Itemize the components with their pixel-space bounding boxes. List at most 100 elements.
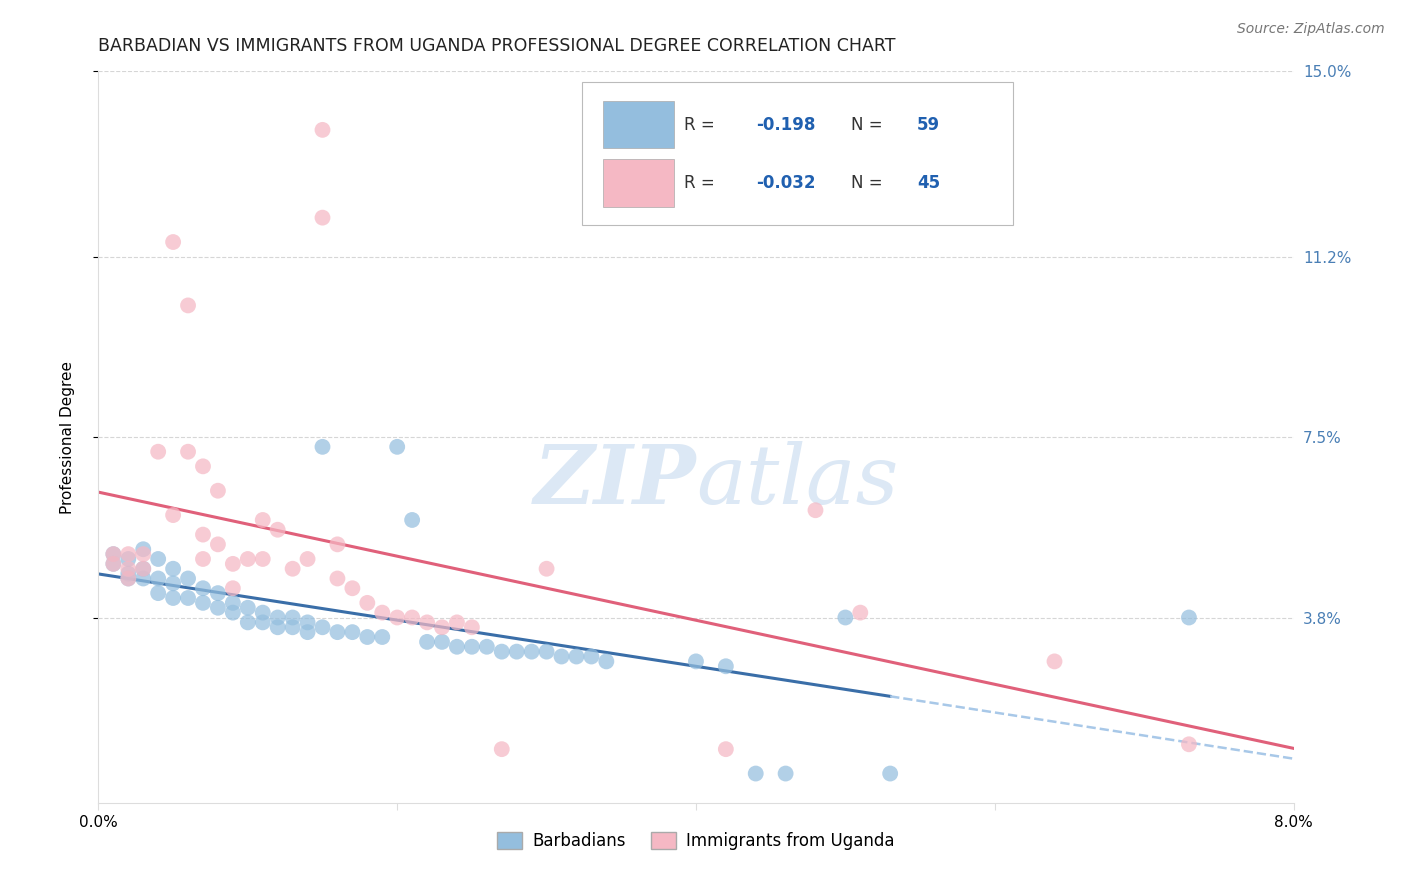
Point (371, 630, 394, 644)
Point (1178, 610, 1201, 624)
Point (148, 572, 170, 586)
Point (416, 615, 439, 630)
Point (401, 610, 423, 624)
Point (222, 557, 245, 571)
Point (191, 552, 214, 566)
Point (326, 625, 349, 640)
Text: R =: R = (685, 174, 720, 193)
Point (252, 615, 274, 630)
Point (385, 440, 409, 454)
Text: R =: R = (685, 116, 720, 134)
Point (117, 566, 139, 581)
Point (148, 552, 170, 566)
Text: ZIP: ZIP (533, 441, 696, 521)
Legend: Barbadians, Immigrants from Uganda: Barbadians, Immigrants from Uganda (491, 825, 901, 856)
Text: N =: N = (852, 174, 889, 193)
Point (491, 742, 513, 756)
Point (103, 547, 125, 561)
Point (311, 211, 333, 225)
Point (103, 557, 125, 571)
Point (177, 572, 200, 586)
Point (222, 581, 245, 595)
Y-axis label: Professional Degree: Professional Degree (60, 360, 75, 514)
Text: -0.032: -0.032 (756, 174, 815, 193)
Point (385, 610, 409, 624)
Point (132, 542, 155, 557)
Point (162, 508, 184, 522)
Point (207, 537, 229, 551)
Point (191, 459, 214, 474)
Point (565, 649, 588, 664)
Point (342, 625, 364, 640)
Point (297, 552, 319, 566)
Point (461, 620, 484, 634)
Text: Source: ZipAtlas.com: Source: ZipAtlas.com (1237, 22, 1385, 37)
Point (356, 596, 378, 610)
Point (222, 606, 245, 620)
Point (461, 640, 484, 654)
Point (162, 562, 184, 576)
Point (191, 596, 214, 610)
Point (103, 547, 125, 561)
Point (326, 572, 349, 586)
Point (879, 766, 901, 780)
Point (162, 591, 184, 605)
Point (177, 298, 200, 312)
Point (536, 645, 558, 659)
Text: -0.198: -0.198 (756, 116, 815, 134)
Point (132, 562, 155, 576)
Point (267, 620, 290, 634)
Point (207, 586, 229, 600)
Point (491, 645, 513, 659)
Point (714, 659, 737, 673)
Point (581, 649, 603, 664)
Point (162, 235, 184, 249)
FancyBboxPatch shape (603, 101, 675, 148)
Point (117, 562, 139, 576)
Point (595, 654, 617, 668)
Point (177, 444, 200, 458)
Point (714, 742, 737, 756)
Point (685, 654, 707, 668)
Point (1178, 737, 1201, 751)
Point (132, 572, 155, 586)
Point (430, 635, 453, 649)
Text: BARBADIAN VS IMMIGRANTS FROM UGANDA PROFESSIONAL DEGREE CORRELATION CHART: BARBADIAN VS IMMIGRANTS FROM UGANDA PROF… (98, 37, 896, 54)
Point (281, 620, 304, 634)
Point (745, 766, 768, 780)
Point (177, 591, 200, 605)
Point (267, 610, 290, 624)
Point (506, 645, 529, 659)
Point (117, 552, 139, 566)
Point (252, 606, 274, 620)
Point (132, 547, 155, 561)
Point (356, 630, 378, 644)
Point (849, 606, 872, 620)
Text: 59: 59 (917, 116, 941, 134)
Point (207, 483, 229, 498)
Point (342, 581, 364, 595)
Point (446, 640, 468, 654)
Text: atlas: atlas (696, 441, 898, 521)
FancyBboxPatch shape (603, 159, 675, 207)
Point (252, 552, 274, 566)
Point (297, 615, 319, 630)
Point (236, 615, 259, 630)
Point (103, 557, 125, 571)
Point (326, 537, 349, 551)
Point (132, 562, 155, 576)
Point (117, 572, 139, 586)
Point (148, 444, 170, 458)
Point (311, 123, 333, 137)
Text: N =: N = (852, 116, 889, 134)
Point (1043, 654, 1066, 668)
Point (475, 640, 498, 654)
Point (416, 635, 439, 649)
Point (252, 513, 274, 527)
Point (297, 625, 319, 640)
Point (430, 620, 453, 634)
Point (536, 562, 558, 576)
Point (311, 440, 333, 454)
Point (446, 615, 468, 630)
Point (222, 596, 245, 610)
